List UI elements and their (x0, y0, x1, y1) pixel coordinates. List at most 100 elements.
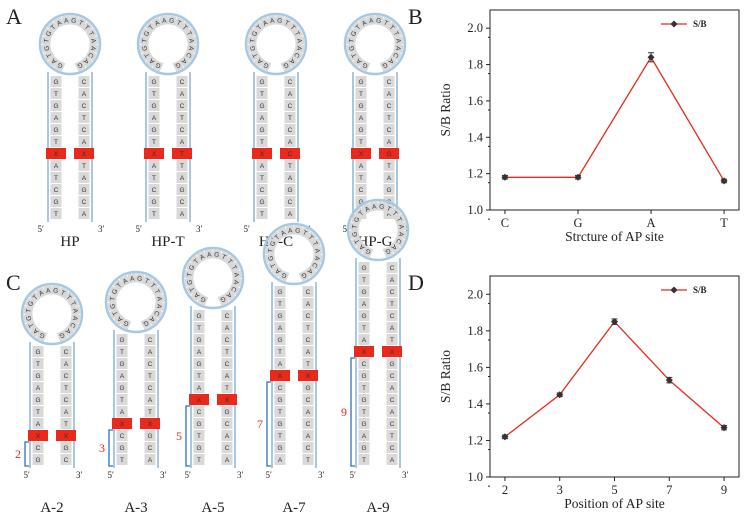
svg-text:T: T (54, 139, 58, 146)
svg-text:A: A (147, 315, 155, 324)
stem-base: G (355, 124, 367, 135)
hairpin-loop (262, 222, 326, 286)
stem-base: C (221, 334, 233, 345)
svg-text:A: A (359, 163, 364, 170)
svg-text:G: G (196, 361, 201, 368)
loop-base: G (107, 301, 118, 312)
svg-text:G: G (45, 30, 54, 38)
ap-site-left: X (144, 148, 164, 159)
stem-base: A (144, 454, 156, 465)
stem-base: C (274, 382, 286, 393)
svg-text:C: C (225, 361, 230, 368)
svg-text:T: T (278, 349, 282, 356)
svg-text:A: A (288, 227, 294, 235)
loop-base: A (358, 16, 370, 29)
svg-text:T: T (32, 294, 40, 302)
stem-base: C (302, 418, 314, 429)
stem-base: T (221, 346, 233, 357)
svg-text:A: A (116, 314, 124, 323)
loop-base: A (190, 289, 203, 302)
svg-text:C: C (184, 51, 193, 59)
svg-text:C: C (120, 433, 125, 440)
svg-text:C: C (64, 457, 69, 464)
y-tick-label: 1.2 (467, 433, 483, 447)
svg-text:A: A (262, 19, 270, 28)
loop-base: T (109, 307, 121, 320)
svg-text:C: C (148, 385, 153, 392)
svg-text:G: G (58, 331, 66, 339)
loop-base: A (186, 36, 197, 46)
svg-text:C: C (180, 103, 185, 110)
panel-label-d: D (408, 270, 424, 295)
svg-text:T: T (249, 38, 256, 43)
stem-base: G (358, 370, 370, 381)
svg-text:C: C (54, 187, 59, 194)
stem-base: C (386, 394, 398, 405)
loop-base: T (186, 283, 198, 296)
stem-base: T (50, 136, 62, 147)
svg-text:C: C (359, 187, 364, 194)
stem-base: C (383, 76, 395, 87)
stem-base: C (193, 406, 205, 417)
stem-base: T (355, 136, 367, 147)
svg-text:A: A (38, 289, 46, 298)
loop-base: T (270, 231, 283, 244)
svg-text:T: T (185, 30, 193, 37)
svg-text:A: A (82, 91, 87, 98)
svg-text:G: G (295, 227, 301, 235)
svg-text:A: A (288, 211, 293, 218)
svg-text:C: C (64, 397, 69, 404)
svg-text:G: G (155, 61, 163, 69)
svg-text:C: C (82, 199, 87, 206)
data-point (647, 53, 655, 61)
svg-text:C: C (180, 79, 185, 86)
stem-base: G (32, 370, 44, 381)
loop-base: T (112, 279, 125, 292)
hairpin-loop (343, 12, 407, 76)
stem-base: T (32, 406, 44, 417)
five-prime-end: 5′ (108, 470, 115, 480)
svg-text:T: T (120, 397, 124, 404)
svg-text:G: G (358, 127, 363, 134)
hairpin-label: HP (60, 234, 79, 250)
svg-text:T: T (120, 349, 124, 356)
svg-text:C: C (394, 237, 403, 245)
svg-text:A: A (152, 115, 157, 122)
stem-base: T (60, 382, 72, 393)
svg-text:C: C (180, 127, 185, 134)
position-count: 5 (176, 429, 182, 443)
stem-base: A (144, 346, 156, 357)
svg-text:T: T (288, 163, 292, 170)
stem-base: A (256, 112, 268, 123)
svg-text:A: A (295, 38, 303, 44)
stem-base: C (78, 76, 90, 87)
loop-base: G (23, 313, 34, 324)
loop-base: A (285, 225, 295, 236)
svg-text:G: G (361, 313, 366, 320)
stem-base: G (78, 184, 90, 195)
hairpin-loop (346, 198, 410, 262)
stem-base: A (144, 394, 156, 405)
loop-base: T (287, 21, 300, 34)
loop-base: T (351, 235, 363, 248)
stem-base: A (355, 160, 367, 171)
svg-text:T: T (355, 24, 363, 32)
stem-base: G (358, 310, 370, 321)
stem-base: G (32, 394, 44, 405)
svg-text:T: T (362, 385, 366, 392)
svg-text:G: G (151, 79, 156, 86)
svg-text:G: G (384, 247, 392, 255)
svg-text:T: T (148, 409, 152, 416)
svg-text:C: C (82, 127, 87, 134)
ap-site-left: X (28, 430, 48, 441)
svg-text:G: G (169, 17, 175, 25)
svg-text:G: G (379, 203, 385, 211)
svg-text:A: A (71, 315, 79, 321)
svg-text:G: G (53, 79, 58, 86)
svg-text:G: G (361, 421, 366, 428)
stem-base: T (358, 454, 370, 465)
loop-base: T (81, 21, 94, 34)
loop-base: T (247, 36, 258, 46)
stem-base: A (274, 322, 286, 333)
